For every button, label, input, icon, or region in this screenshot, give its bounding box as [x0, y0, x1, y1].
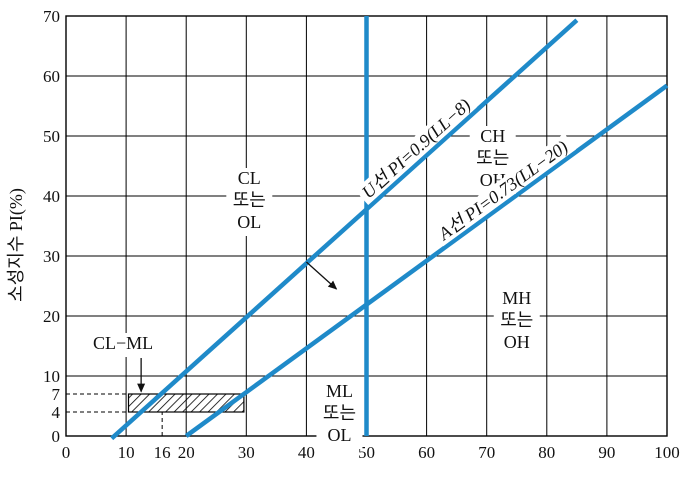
y-tick-label: 7: [52, 385, 61, 404]
x-tick-label: 10: [118, 443, 135, 462]
region-label-line: MH: [502, 288, 531, 308]
region-label-line: 또는: [476, 148, 509, 168]
u-line-label-text: U선 PI=0.9(LL−8): [358, 95, 475, 203]
cl-ol-arrow: [305, 261, 338, 290]
region-label-line: CL: [238, 168, 261, 188]
line-label-background: [354, 92, 477, 205]
region-label-background: [89, 333, 158, 357]
x-tick-label: 16: [154, 443, 171, 462]
y-tick-label: 10: [43, 367, 60, 386]
region-label-line: 또는: [500, 310, 533, 330]
region-label-line: 또는: [233, 190, 266, 210]
region-label-line: 또는: [323, 403, 356, 423]
y-tick-label: 4: [52, 403, 61, 422]
y-tick-label: 0: [52, 427, 61, 446]
y-tick-label: 60: [43, 67, 60, 86]
u-line: [110, 18, 579, 441]
x-tick-label: 80: [538, 443, 555, 462]
x-tick-label: 0: [62, 443, 71, 462]
x-tick-label: 30: [238, 443, 255, 462]
y-tick-label: 50: [43, 127, 60, 146]
region-label-line: OL: [327, 425, 351, 445]
x-tick-label: 40: [298, 443, 315, 462]
x-tick-label: 70: [478, 443, 495, 462]
region-label-line: OH: [504, 332, 530, 352]
region-label-line: CL−ML: [93, 333, 153, 353]
region-label-line: ML: [326, 381, 353, 401]
x-tick-label: 100: [654, 443, 680, 462]
tick-labels: 0 10 16 20 30 40 50 60 70 80 90 1000471020304050607…: [43, 7, 680, 462]
region-label-background: [493, 288, 540, 356]
region-label-background: [316, 381, 363, 449]
y-tick-label: 20: [43, 307, 60, 326]
region-label-line: OL: [237, 212, 261, 232]
x-tick-label: 20: [178, 443, 195, 462]
x-tick-label: 60: [418, 443, 435, 462]
a-line: [184, 83, 669, 438]
y-tick-label: 40: [43, 187, 60, 206]
y-tick-label: 70: [43, 7, 60, 26]
line-label-background: [431, 133, 577, 247]
u-line-label: U선 PI=0.9(LL−8): [354, 92, 477, 205]
y-tick-label: 30: [43, 247, 60, 266]
y-axis-label: 소성지수 PI(%): [6, 188, 27, 302]
series-lines: [110, 16, 669, 441]
region-label-line: CH: [480, 126, 505, 146]
region-label-cl-ml: CL−ML: [89, 333, 158, 357]
x-tick-label: 90: [598, 443, 615, 462]
region-label-background: [226, 168, 273, 236]
